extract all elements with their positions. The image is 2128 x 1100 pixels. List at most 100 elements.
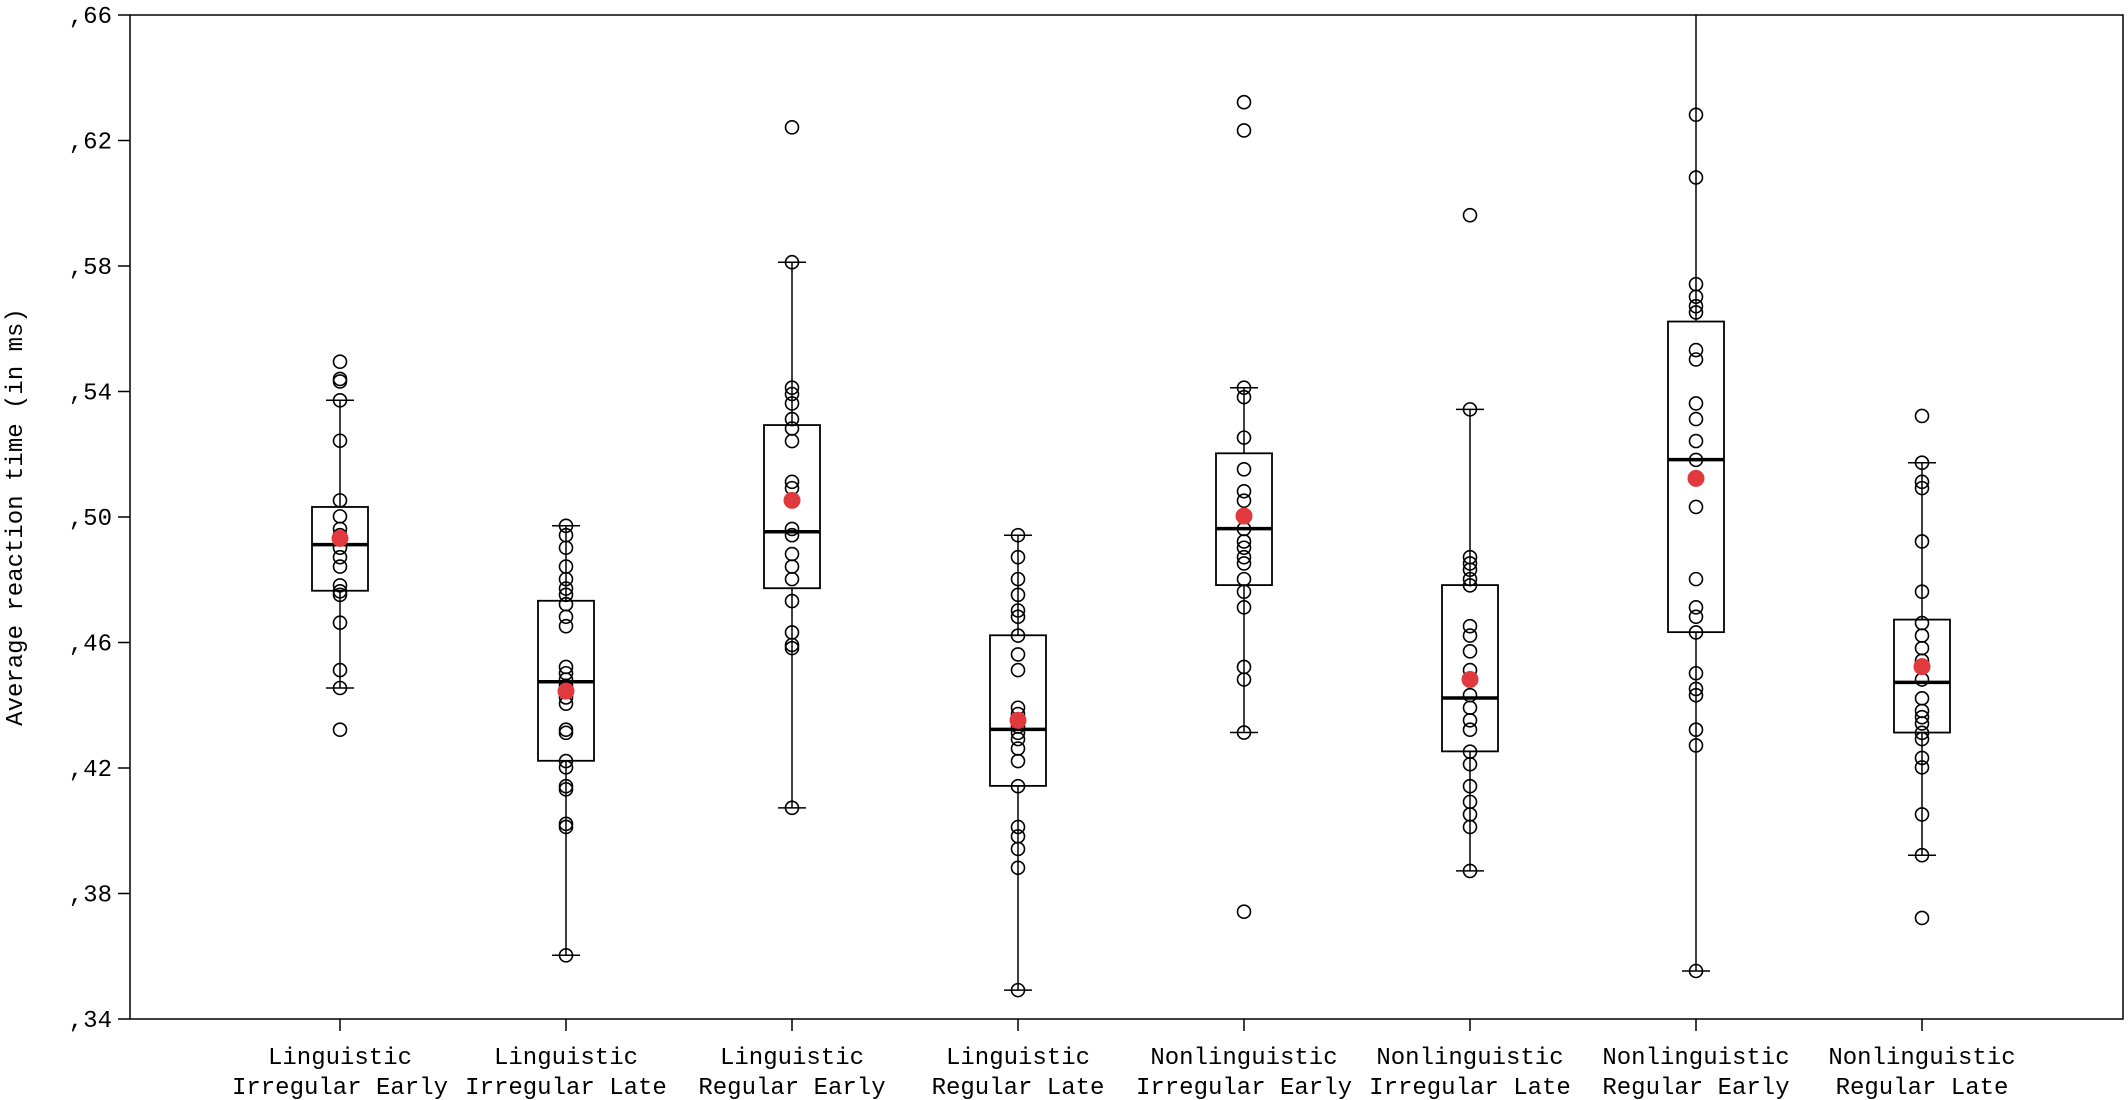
data-point bbox=[1914, 760, 1930, 775]
y-axis-title: Average reaction time (in ms) bbox=[3, 308, 30, 726]
data-point bbox=[1914, 847, 1930, 863]
data-point bbox=[1236, 571, 1252, 587]
data-point bbox=[1688, 170, 1704, 185]
data-point bbox=[1010, 587, 1026, 603]
data-point bbox=[558, 518, 574, 534]
boxplot-group bbox=[1893, 408, 1951, 926]
data-point bbox=[332, 722, 348, 738]
data-point bbox=[1462, 618, 1478, 634]
data-point bbox=[558, 540, 574, 556]
data-point bbox=[784, 546, 800, 562]
y-tick-label: ,42 bbox=[69, 757, 112, 784]
boxplots bbox=[311, 14, 1951, 998]
data-point bbox=[558, 609, 574, 625]
mean-marker bbox=[1913, 658, 1931, 676]
data-point bbox=[1462, 643, 1478, 659]
data-point bbox=[332, 392, 348, 408]
mean-marker bbox=[1235, 507, 1253, 525]
data-point bbox=[1914, 640, 1930, 656]
data-point bbox=[558, 782, 574, 797]
x-category-label: Irregular Early bbox=[1136, 1075, 1352, 1100]
mean-marker bbox=[331, 529, 349, 547]
data-point bbox=[1462, 819, 1478, 835]
data-point bbox=[1688, 107, 1704, 123]
data-point bbox=[1010, 527, 1026, 543]
data-point bbox=[784, 559, 800, 574]
data-point bbox=[1914, 910, 1930, 926]
data-point bbox=[1236, 725, 1252, 740]
x-category-label: Linguistic bbox=[720, 1045, 864, 1072]
data-point bbox=[1688, 687, 1704, 703]
data-point bbox=[784, 800, 800, 816]
data-point bbox=[784, 411, 800, 427]
x-category-label: Regular Early bbox=[1602, 1075, 1789, 1100]
data-point bbox=[332, 584, 348, 599]
x-category-label: Nonlinguistic bbox=[1150, 1045, 1337, 1072]
data-point bbox=[1010, 860, 1026, 876]
data-point bbox=[1010, 603, 1026, 618]
data-point bbox=[558, 948, 574, 963]
data-point bbox=[558, 725, 574, 741]
data-point bbox=[332, 587, 348, 603]
data-point bbox=[1688, 609, 1704, 625]
data-point bbox=[1236, 600, 1252, 615]
boxplot-group bbox=[537, 518, 595, 963]
data-point bbox=[1688, 681, 1704, 697]
data-point bbox=[1236, 123, 1252, 138]
mean-marker bbox=[1687, 469, 1705, 487]
data-point bbox=[1914, 691, 1930, 706]
x-category-label: Linguistic bbox=[946, 1045, 1090, 1072]
y-tick-label: ,54 bbox=[69, 381, 112, 408]
plot-frame bbox=[129, 14, 2124, 1020]
data-point bbox=[784, 593, 800, 609]
y-tick-label: ,50 bbox=[69, 506, 112, 533]
mean-marker bbox=[1461, 671, 1479, 689]
data-point bbox=[1010, 982, 1026, 998]
boxplot-group bbox=[311, 354, 369, 738]
box-iqr bbox=[1893, 618, 1951, 734]
data-point bbox=[1236, 493, 1252, 508]
data-point bbox=[1236, 904, 1252, 919]
x-category-label: Irregular Early bbox=[232, 1075, 448, 1100]
data-point bbox=[784, 527, 800, 543]
data-point bbox=[784, 640, 800, 656]
data-point bbox=[784, 386, 800, 402]
data-point bbox=[784, 396, 800, 411]
data-point bbox=[1236, 549, 1252, 565]
data-point bbox=[784, 521, 800, 537]
data-point bbox=[1688, 342, 1704, 358]
data-point bbox=[1462, 700, 1478, 716]
y-tick-label: ,38 bbox=[69, 883, 112, 910]
data-point bbox=[332, 578, 348, 593]
data-point bbox=[1462, 628, 1478, 643]
data-point bbox=[1914, 584, 1930, 599]
data-point bbox=[1010, 731, 1026, 747]
data-point bbox=[1688, 600, 1704, 615]
data-point bbox=[1688, 499, 1704, 515]
data-point bbox=[1010, 819, 1026, 835]
data-point bbox=[1688, 571, 1704, 587]
data-point bbox=[332, 509, 348, 524]
data-point bbox=[1236, 380, 1252, 396]
y-tick-label: ,58 bbox=[69, 255, 112, 282]
data-point bbox=[1462, 556, 1478, 571]
data-point bbox=[1914, 709, 1930, 725]
data-point bbox=[1914, 807, 1930, 822]
data-point bbox=[558, 571, 574, 587]
mean-marker bbox=[783, 491, 801, 509]
data-point bbox=[558, 760, 574, 775]
data-point bbox=[332, 680, 348, 696]
x-category-label: Irregular Late bbox=[1369, 1075, 1571, 1100]
data-point bbox=[1914, 455, 1930, 471]
data-point bbox=[1462, 778, 1478, 794]
data-point bbox=[1236, 540, 1252, 556]
y-tick-label: ,66 bbox=[69, 4, 112, 31]
data-point bbox=[1462, 207, 1478, 223]
data-point bbox=[1914, 725, 1930, 741]
data-point bbox=[784, 474, 800, 490]
data-point bbox=[1914, 716, 1930, 731]
mean-marker bbox=[557, 682, 575, 700]
boxplot-group bbox=[763, 120, 821, 816]
x-category-label: Linguistic bbox=[494, 1045, 638, 1072]
